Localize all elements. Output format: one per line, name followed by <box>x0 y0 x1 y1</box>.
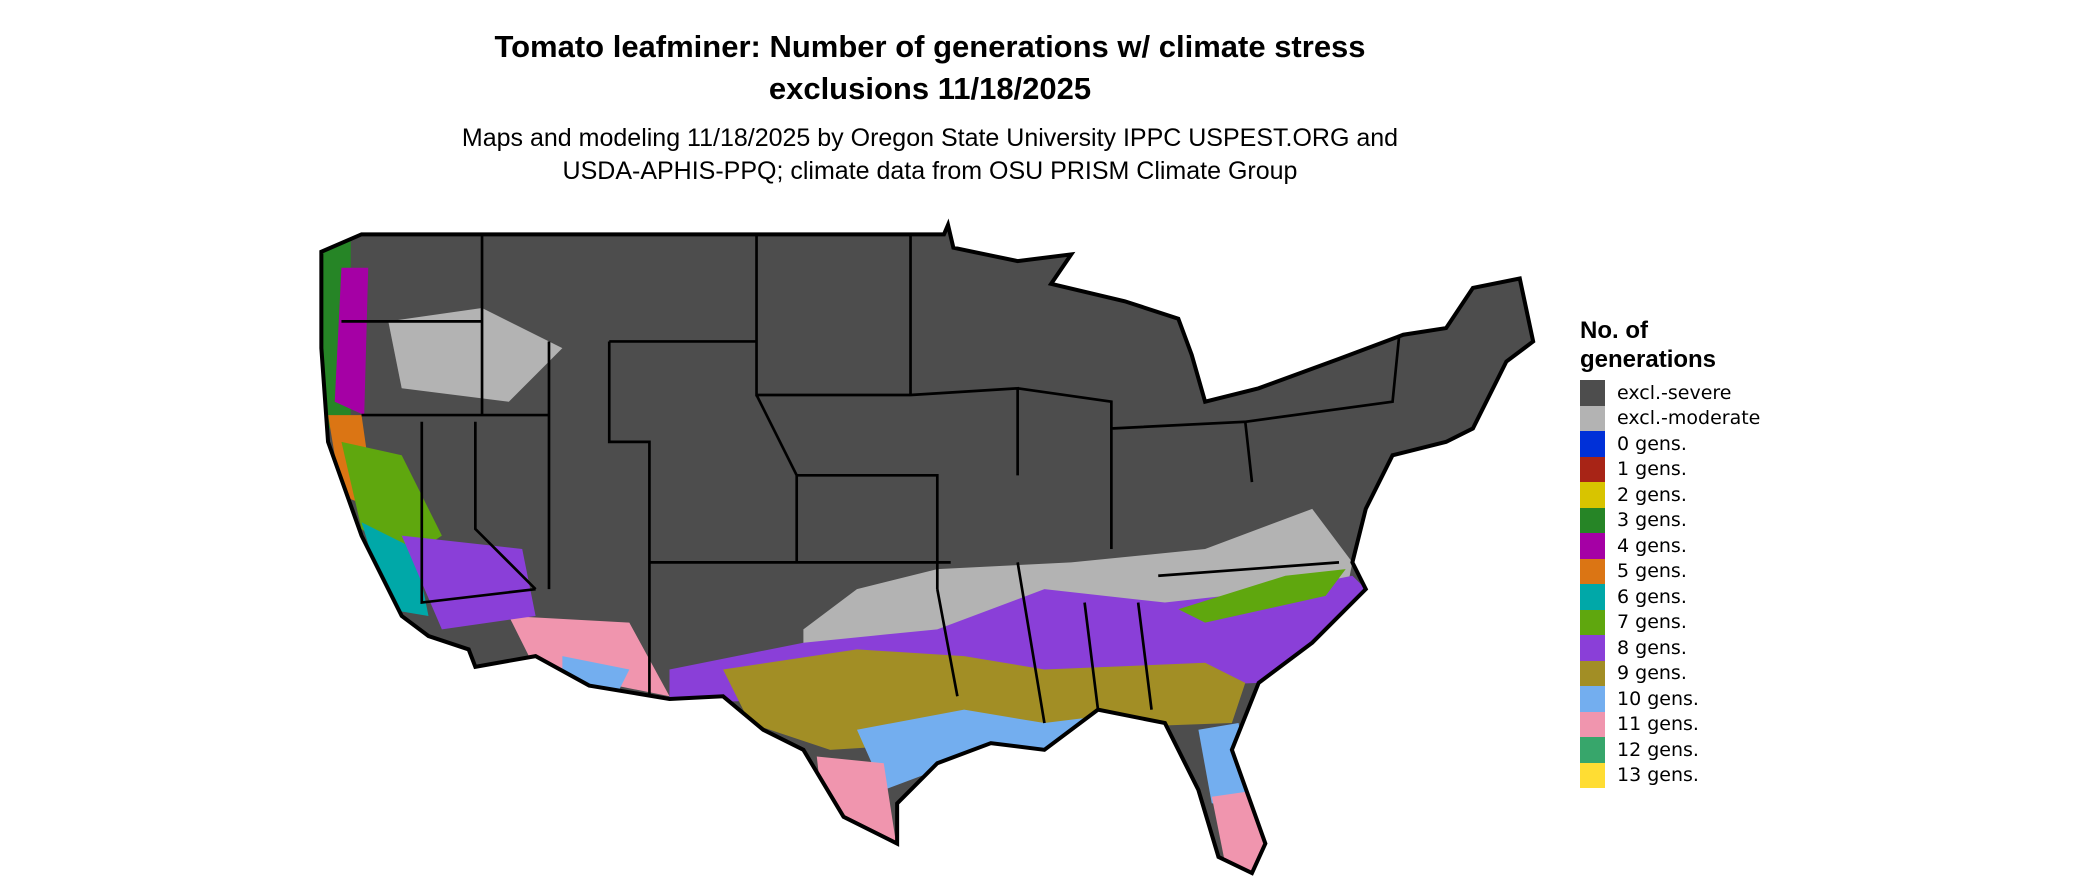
legend-swatch <box>1580 711 1605 737</box>
legend-item: 13 gens. <box>1580 762 1780 788</box>
legend-label: 1 gens. <box>1617 458 1687 481</box>
legend-swatch <box>1580 456 1605 482</box>
region-11-gens-texas <box>816 756 898 851</box>
legend-item: 10 gens. <box>1580 686 1780 712</box>
legend-label: 10 gens. <box>1617 687 1699 710</box>
region-excl-moderate-nw <box>388 307 563 402</box>
legend-label: 9 gens. <box>1617 662 1687 685</box>
title-line-1: Tomato leafminer: Number of generations … <box>494 29 1366 64</box>
legend-label: 11 gens. <box>1617 713 1699 736</box>
legend-item: 0 gens. <box>1580 431 1780 457</box>
legend-swatch <box>1580 405 1605 431</box>
legend-swatch <box>1580 533 1605 559</box>
legend-label: 8 gens. <box>1617 636 1687 659</box>
legend-label: excl.-moderate <box>1617 407 1761 430</box>
legend: No. of generations excl.-severe excl.-mod… <box>1580 316 1780 788</box>
legend-item: 11 gens. <box>1580 711 1780 737</box>
legend-item: 12 gens. <box>1580 737 1780 763</box>
map-subtitle: Maps and modeling 11/18/2025 by Oregon S… <box>0 122 1860 188</box>
region-11-gens-sw <box>508 615 670 697</box>
region-7-gens-east <box>1178 569 1346 623</box>
legend-item: 2 gens. <box>1580 482 1780 508</box>
legend-swatch <box>1580 737 1605 763</box>
legend-label: 0 gens. <box>1617 432 1687 455</box>
subtitle-line-2: USDA-APHIS-PPQ; climate data from OSU PR… <box>562 157 1298 185</box>
legend-label: 2 gens. <box>1617 483 1687 506</box>
legend-label: 12 gens. <box>1617 738 1699 761</box>
region-8-gens-west <box>401 535 536 630</box>
legend-swatch <box>1580 686 1605 712</box>
legend-swatch <box>1580 482 1605 508</box>
legend-label: 5 gens. <box>1617 560 1687 583</box>
legend-item: 4 gens. <box>1580 533 1780 559</box>
legend-swatch <box>1580 431 1605 457</box>
legend-item: 9 gens. <box>1580 660 1780 686</box>
legend-label: 3 gens. <box>1617 509 1687 532</box>
legend-swatch <box>1580 660 1605 686</box>
legend-item: 7 gens. <box>1580 609 1780 635</box>
legend-item: excl.-severe <box>1580 380 1780 406</box>
legend-item: 1 gens. <box>1580 456 1780 482</box>
subtitle-line-1: Maps and modeling 11/18/2025 by Oregon S… <box>461 124 1399 152</box>
legend-swatch <box>1580 584 1605 610</box>
legend-swatch <box>1580 558 1605 584</box>
legend-label: 13 gens. <box>1617 764 1699 787</box>
legend-label: 7 gens. <box>1617 611 1687 634</box>
legend-label: 4 gens. <box>1617 534 1687 557</box>
legend-item: 8 gens. <box>1580 635 1780 661</box>
legend-label: 6 gens. <box>1617 585 1687 608</box>
map-title: Tomato leafminer: Number of generations … <box>0 26 1860 110</box>
legend-swatch <box>1580 380 1605 406</box>
region-6-gens <box>361 522 429 616</box>
legend-swatch <box>1580 762 1605 788</box>
legend-label: excl.-severe <box>1617 381 1732 404</box>
legend-items: excl.-severe excl.-moderate 0 gens. 1 gens.… <box>1580 380 1780 788</box>
region-4-gens <box>334 267 369 416</box>
legend-item: 5 gens. <box>1580 558 1780 584</box>
state-borders <box>341 234 1401 724</box>
legend-swatch <box>1580 507 1605 533</box>
title-line-2: exclusions 11/18/2025 <box>768 71 1092 106</box>
legend-title: No. of generations <box>1580 317 1717 373</box>
legend-item: 6 gens. <box>1580 584 1780 610</box>
legend-item: 3 gens. <box>1580 507 1780 533</box>
legend-item: excl.-moderate <box>1580 405 1780 431</box>
legend-swatch <box>1580 609 1605 635</box>
legend-swatch <box>1580 635 1605 661</box>
